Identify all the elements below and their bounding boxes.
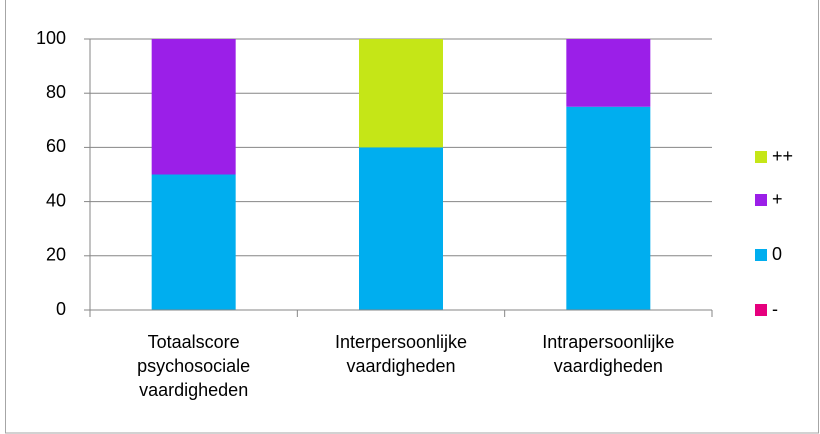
y-tick-label: 80: [46, 82, 66, 102]
x-tick-label: Totaalscore psychosociale vaardigheden: [137, 332, 251, 400]
bar-segment: [566, 39, 651, 107]
legend-label: ++: [772, 146, 793, 166]
legend-label: 0: [772, 244, 782, 264]
bar-segment: [359, 39, 443, 148]
y-tick-label: 100: [36, 28, 66, 48]
bar-segment: [151, 174, 236, 310]
x-tick-label: Intrapersoonlijke vaardigheden: [542, 332, 675, 376]
chart-frame: [5, 0, 819, 434]
y-tick-label: 60: [46, 136, 66, 156]
legend-label: -: [772, 299, 778, 319]
bar-segment: [566, 106, 651, 310]
legend-swatch: [755, 304, 767, 316]
legend-swatch: [755, 249, 767, 261]
legend-swatch: [755, 194, 767, 206]
y-tick-label: 40: [46, 190, 66, 210]
x-tick-label: Interpersoonlijke vaardigheden: [334, 332, 468, 376]
bar-segment: [359, 147, 443, 310]
y-tick-label: 0: [56, 299, 66, 319]
legend-label: +: [772, 189, 783, 209]
bar-segment: [151, 39, 236, 175]
y-tick-label: 20: [46, 245, 66, 265]
legend-swatch: [755, 151, 767, 163]
